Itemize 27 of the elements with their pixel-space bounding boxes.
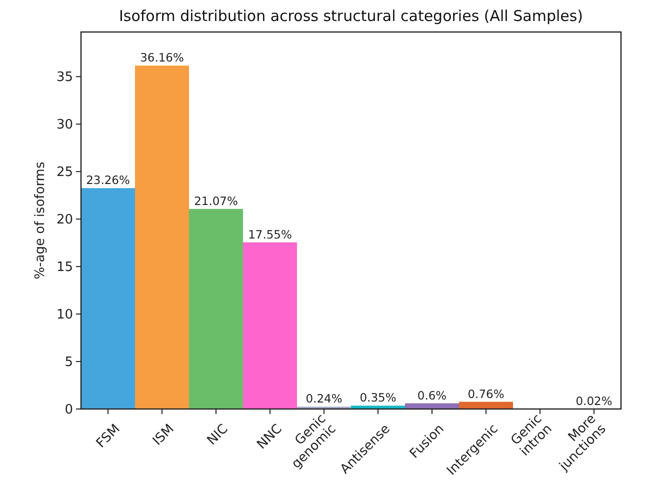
data-label: 17.55% [248,227,292,242]
x-tick-label: ISM [150,422,178,449]
y-tick-label: 10 [56,308,73,323]
bar [81,188,135,409]
data-label: 0.76% [468,386,504,401]
y-tick-label: 20 [56,212,73,228]
bar [189,208,243,409]
y-tick-label: 25 [56,165,73,180]
y-tick-label: 35 [56,70,73,86]
y-tick-label: 5 [64,355,73,370]
data-label: 23.26% [86,173,130,188]
chart-title: Isoform distribution across structural categories (All Samples) [118,7,584,25]
y-tick-label: 0 [64,402,73,418]
bar [459,402,513,409]
y-tick-label: 15 [56,260,73,276]
bar [351,406,405,409]
y-axis-title: %-age of isoforms [33,162,48,280]
data-label: 0.24% [306,392,342,406]
data-label: 21.07% [194,194,238,208]
y-tick-label: 30 [56,118,73,133]
x-tick-label: NIC [204,422,232,448]
bar [135,66,189,409]
data-label: 0.35% [360,390,396,405]
data-label: 36.16% [140,50,184,65]
bar [243,242,297,409]
data-label: 0.02% [576,394,612,408]
data-label: 0.6% [417,388,447,402]
